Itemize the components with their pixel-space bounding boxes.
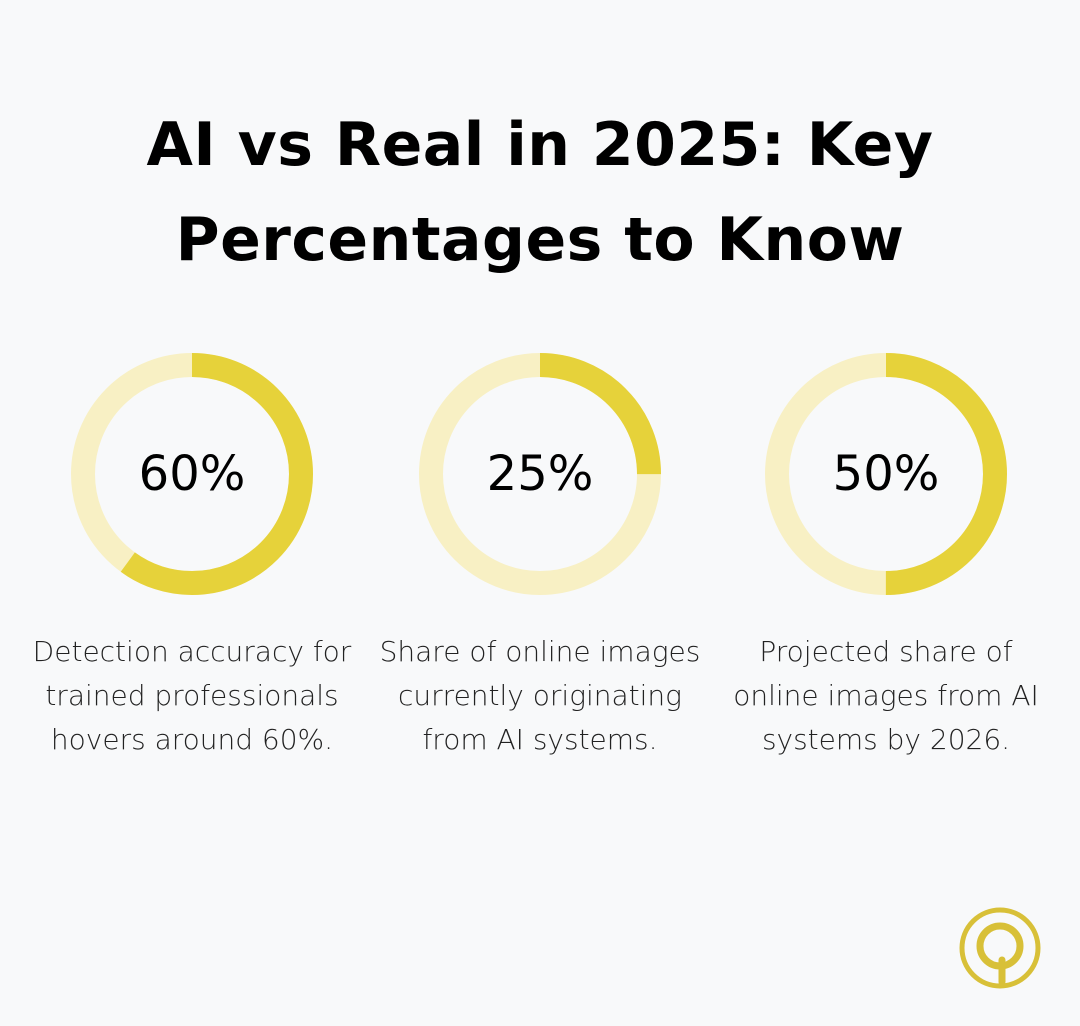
donut-chart-3: 50% <box>764 352 1008 596</box>
stat-description: Share of online images currently origina… <box>379 635 701 756</box>
stat-card-1: 60% Detection accuracy for trained profe… <box>22 352 362 762</box>
donut-arc <box>765 353 1007 595</box>
stat-description: Projected share of online images from AI… <box>733 635 1039 756</box>
donut-chart-1: 60% <box>70 352 314 596</box>
page-title: AI vs Real in 2025: Key Percentages to K… <box>146 110 934 275</box>
q-logo-icon <box>958 906 1042 990</box>
donut-value-label: 25% <box>486 446 594 502</box>
donut-value-label: 60% <box>138 446 246 502</box>
stat-card-2: 25% Share of online images currently ori… <box>370 352 710 762</box>
logo-outer-ring <box>959 907 1041 989</box>
q-logo-svg <box>959 907 1041 989</box>
stat-description: Detection accuracy for trained professio… <box>32 635 352 756</box>
donut-svg-1 <box>71 353 313 595</box>
stat-card-3: 50% Projected share of online images fro… <box>716 352 1056 762</box>
donut-arc <box>419 353 661 595</box>
donut-arc <box>71 353 313 595</box>
donut-svg-3 <box>765 353 1007 595</box>
donut-chart-2: 25% <box>418 352 662 596</box>
donut-svg-2 <box>419 353 661 595</box>
donut-value-label: 50% <box>832 446 940 502</box>
